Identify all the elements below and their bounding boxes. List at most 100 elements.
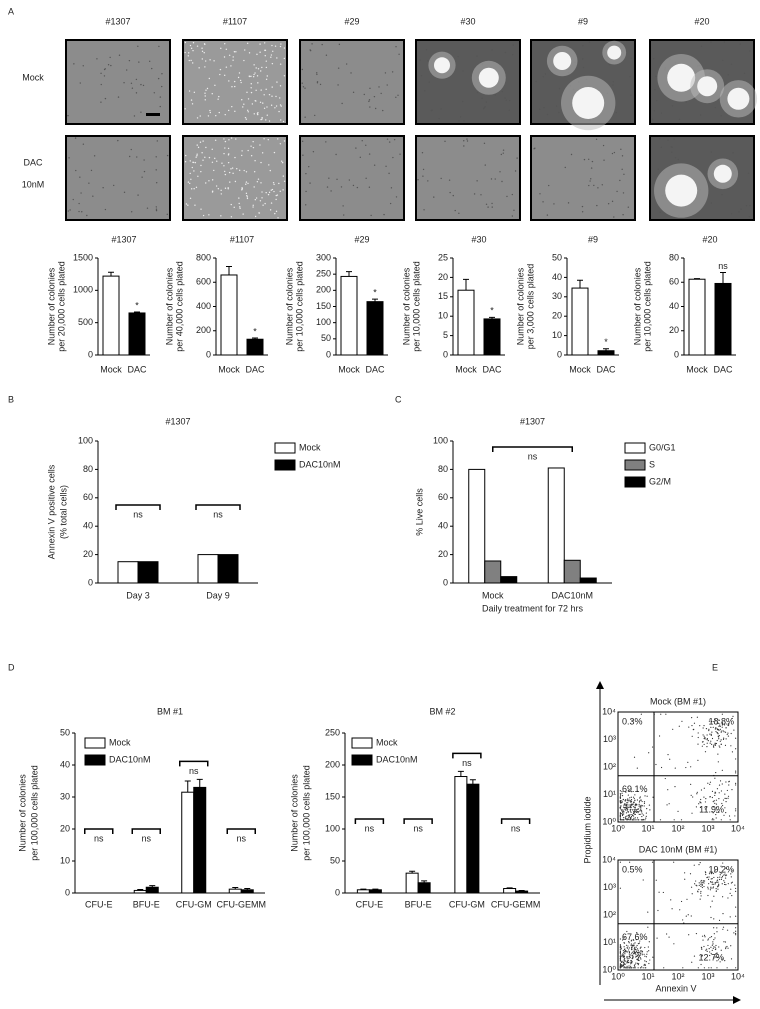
flow-dot — [639, 954, 641, 956]
colony — [553, 52, 572, 70]
flow-dot — [621, 964, 623, 966]
flow-dot — [625, 818, 627, 820]
speck — [196, 153, 198, 155]
flow-dot — [706, 876, 709, 878]
flow-dot — [719, 876, 721, 878]
flow-dot — [735, 887, 737, 890]
speck — [419, 59, 421, 61]
speck — [463, 120, 465, 122]
flow-dot — [666, 804, 668, 806]
flow-dot — [703, 737, 705, 740]
speck — [546, 113, 549, 116]
flow-dot — [722, 896, 724, 898]
speck — [238, 169, 241, 172]
flow-dot — [620, 808, 622, 811]
flow-dot — [690, 794, 692, 796]
speck — [700, 45, 703, 48]
speck — [265, 60, 267, 62]
bar — [133, 889, 147, 894]
speck — [583, 158, 586, 161]
speck — [205, 60, 207, 62]
flow-dot — [622, 819, 624, 821]
flow-dot — [624, 809, 626, 811]
flow-dot — [735, 772, 737, 774]
flow-dot — [626, 956, 628, 959]
error-bar — [518, 889, 525, 892]
speck — [261, 116, 263, 119]
flow-dot — [708, 728, 710, 730]
flow-dot — [711, 790, 714, 792]
flow-dot — [641, 811, 643, 813]
flow-dot — [640, 950, 643, 952]
y-tick-label: 40 — [83, 521, 93, 531]
speck — [204, 156, 206, 159]
flow-dot — [626, 806, 628, 808]
speck — [239, 207, 241, 210]
speck — [265, 119, 267, 121]
flow-dot — [638, 955, 640, 958]
flow-dot — [619, 818, 622, 821]
speck — [248, 75, 250, 77]
speck — [224, 147, 226, 149]
speck — [80, 192, 82, 194]
speck — [596, 204, 598, 207]
speck — [205, 182, 207, 184]
flow-dot — [662, 891, 664, 894]
error-bar — [469, 779, 476, 785]
speck — [260, 182, 262, 184]
flow-dot — [709, 796, 711, 798]
flow-dot — [623, 959, 625, 961]
flow-dot — [619, 967, 622, 969]
error-bar — [694, 278, 700, 280]
annotation: ns — [94, 833, 104, 843]
flow-dot — [699, 898, 701, 900]
speck — [264, 49, 267, 52]
speck — [543, 106, 545, 109]
annotation: ns — [236, 833, 246, 843]
flow-dot — [690, 886, 693, 888]
flow-dot — [656, 937, 658, 939]
legend-swatch — [624, 442, 646, 454]
speck — [241, 99, 243, 101]
flow-dot — [700, 892, 702, 894]
speck — [270, 189, 272, 191]
flow-dot — [735, 927, 737, 929]
flow-dot — [716, 927, 718, 929]
speck — [386, 138, 389, 140]
flow-dot — [698, 882, 700, 884]
flow-dot — [725, 875, 727, 877]
flow-dot — [703, 945, 705, 948]
flow-dot — [719, 872, 722, 874]
flow-dot — [725, 797, 727, 800]
speck — [253, 113, 255, 115]
speck — [192, 49, 194, 52]
speck — [190, 178, 192, 180]
speck — [259, 51, 261, 53]
flow-dot — [628, 949, 630, 951]
speck — [279, 190, 281, 193]
flow-dot — [735, 770, 737, 772]
speck — [250, 75, 252, 78]
speck — [730, 213, 733, 215]
flow-dot — [721, 721, 723, 724]
flow-dot — [630, 960, 632, 962]
bar — [563, 559, 581, 584]
speck — [266, 106, 268, 108]
flow-dot — [619, 960, 622, 962]
speck — [239, 206, 241, 208]
flow-dot — [700, 890, 702, 893]
flow-dot — [715, 953, 717, 955]
speck — [220, 47, 222, 50]
flow-dot — [730, 876, 732, 878]
flow-dot — [667, 789, 669, 791]
flow-dot — [638, 805, 640, 807]
speck — [491, 206, 493, 208]
speck — [223, 56, 226, 58]
flow-dot — [705, 798, 707, 800]
flow-dot — [623, 803, 625, 805]
speck — [217, 98, 219, 100]
flow-dot — [660, 766, 663, 769]
flow-dot — [716, 960, 718, 962]
flow-dot — [632, 815, 635, 817]
